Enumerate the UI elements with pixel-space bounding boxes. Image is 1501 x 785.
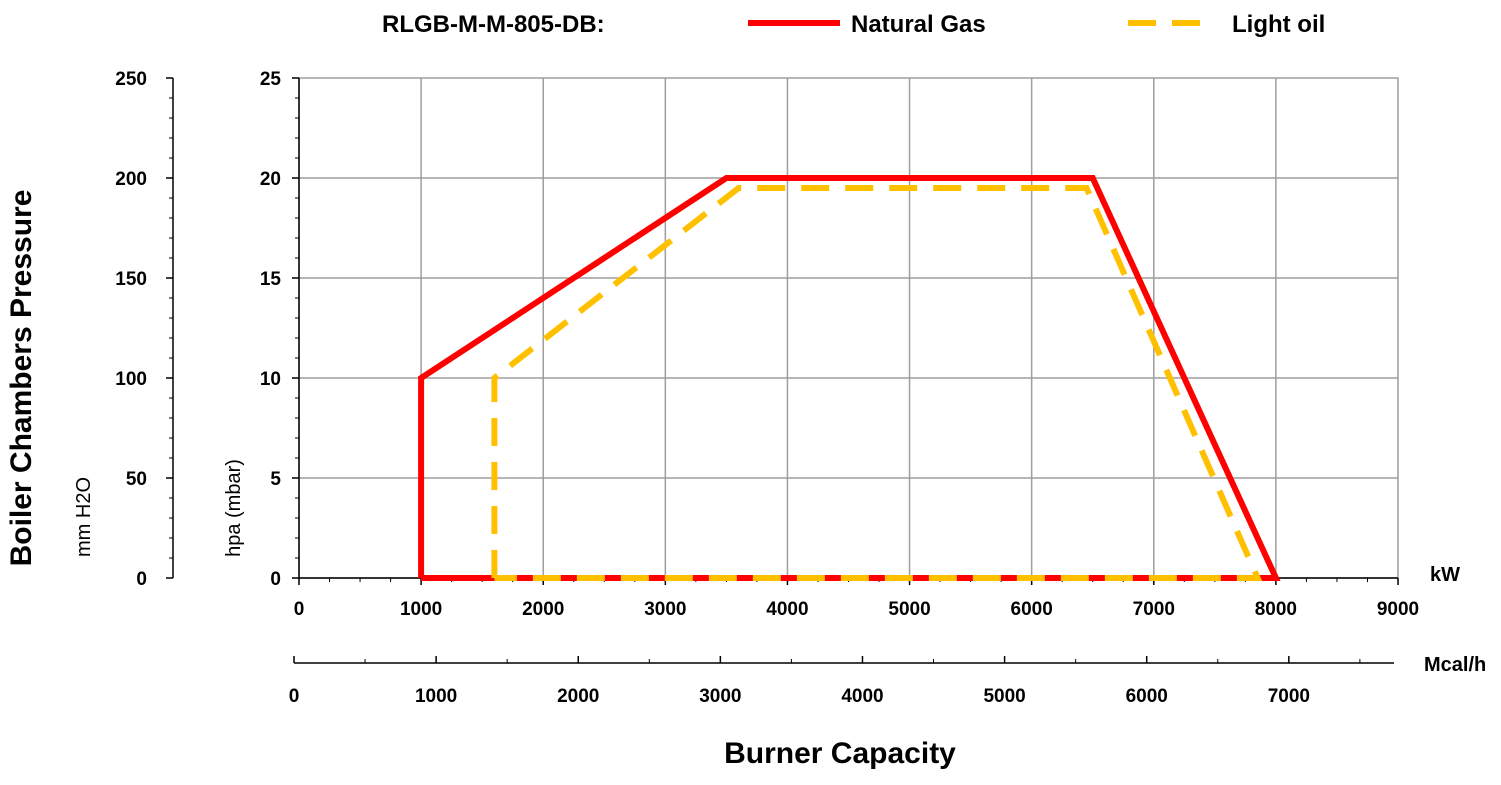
y2-tick-label: 200 (115, 169, 147, 190)
plot-grid (298, 77, 1399, 579)
y-axis-title: Boiler Chambers Pressure (5, 190, 38, 567)
x2-axis-unit: Mcal/h (1424, 654, 1486, 676)
series-lines (418, 175, 1281, 581)
y-tick-label: 5 (270, 469, 281, 490)
legend-label-natural-gas: Natural Gas (851, 11, 986, 38)
y2-tick-label: 100 (115, 369, 147, 390)
plot-border (298, 77, 1399, 579)
y-tick-label: 25 (260, 69, 282, 90)
y2-tick-label: 0 (136, 569, 147, 590)
x2-tick-label: 0 (289, 686, 300, 707)
tick-labels: 0 1000 2000 3000 4000 5000 6000 7000 8000 9000051… (115, 69, 1419, 707)
y-tick-label: 10 (260, 369, 281, 390)
series-line-natural-gas (418, 175, 1281, 581)
x-tick-label: 8000 (1255, 599, 1297, 620)
x2-tick-label: 3000 (699, 686, 741, 707)
x-tick-label: 3000 (644, 599, 686, 620)
x-tick-label: 0 (294, 599, 305, 620)
x2-tick-label: 7000 (1268, 686, 1310, 707)
x-tick-label: 5000 (888, 599, 930, 620)
x-tick-label: 7000 (1133, 599, 1175, 620)
y-axis-unit: hpa (mbar) (223, 459, 245, 557)
y-tick-label: 15 (260, 269, 282, 290)
x-tick-label: 4000 (766, 599, 808, 620)
x2-tick-label: 1000 (415, 686, 457, 707)
y-tick-label: 0 (270, 569, 281, 590)
x2-tick-label: 2000 (557, 686, 599, 707)
x2-tick-label: 5000 (983, 686, 1025, 707)
y2-tick-label: 150 (115, 269, 147, 290)
y2-tick-label: 50 (126, 469, 147, 490)
x2-tick-label: 4000 (841, 686, 883, 707)
x-axis-title: Burner Capacity (724, 737, 956, 770)
x-axis-unit: kW (1430, 564, 1460, 586)
y2-tick-label: 250 (115, 69, 147, 90)
legend-label-light-oil: Light oil (1232, 11, 1325, 38)
series-line-light-oil (491, 185, 1263, 581)
x-tick-label: 2000 (522, 599, 564, 620)
chart-title: RLGB-M-M-805-DB: (382, 11, 605, 38)
x-tick-label: 6000 (1011, 599, 1053, 620)
x2-tick-label: 6000 (1126, 686, 1168, 707)
y-tick-label: 20 (260, 169, 281, 190)
x-tick-label: 1000 (400, 599, 442, 620)
x-tick-label: 9000 (1377, 599, 1419, 620)
y2-axis-unit: mm H2O (73, 477, 95, 557)
